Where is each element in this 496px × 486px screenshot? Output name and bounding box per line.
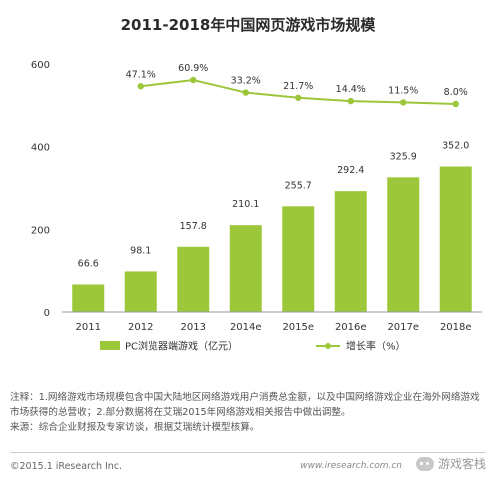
y-tick-label: 600 bbox=[31, 60, 50, 71]
x-tick-label: 2012 bbox=[128, 322, 153, 333]
chart-title: 2011-2018年中国网页游戏市场规模 bbox=[120, 16, 376, 34]
legend: PC浏览器端游戏（亿元） 增长率（%） bbox=[100, 340, 406, 353]
growth-rate-label: 14.4% bbox=[336, 84, 366, 95]
growth-rate-label: 11.5% bbox=[388, 85, 418, 96]
bar bbox=[177, 246, 210, 312]
wechat-icon bbox=[415, 456, 434, 471]
bar-value-label: 157.8 bbox=[180, 221, 207, 232]
bar bbox=[229, 225, 262, 312]
x-tick-label: 2011 bbox=[76, 322, 101, 333]
bar bbox=[439, 166, 472, 312]
watermark-text: 游戏客栈 bbox=[437, 457, 486, 471]
legend-line-label: 增长率（%） bbox=[346, 340, 406, 353]
legend-bar-label: PC浏览器端游戏（亿元） bbox=[125, 340, 238, 353]
y-tick-label: 200 bbox=[31, 225, 50, 236]
watermark: 游戏客栈 bbox=[415, 455, 486, 472]
bar-value-label: 210.1 bbox=[232, 199, 259, 210]
bar bbox=[387, 177, 420, 312]
source-line: 来源：综合企业财报及专家访谈，根据艾瑞统计模型核算。 bbox=[10, 422, 260, 433]
x-tick-label: 2016e bbox=[335, 322, 367, 333]
bar-value-label: 325.9 bbox=[390, 151, 417, 162]
bar bbox=[282, 206, 315, 312]
growth-rate-label: 60.9% bbox=[178, 63, 208, 74]
y-tick-label: 400 bbox=[31, 143, 50, 154]
legend-bar-swatch bbox=[100, 341, 120, 350]
y-tick-label: 0 bbox=[44, 308, 50, 319]
footer-divider bbox=[10, 452, 486, 453]
x-axis: 2011 2012 2013 2014e 2015e 2016e 2017e 2018e bbox=[62, 311, 482, 333]
bar-value-label: 292.4 bbox=[337, 165, 364, 176]
growth-rate-point bbox=[242, 89, 249, 96]
growth-rate-label: 47.1% bbox=[126, 69, 156, 80]
x-tick-label: 2018e bbox=[440, 322, 472, 333]
x-tick-label: 2014e bbox=[230, 322, 262, 333]
growth-rate-label: 33.2% bbox=[231, 76, 261, 87]
bar-line-chart: 0 200 400 600 66.6 98.1 157.8 210.1 255.7 292.4 3… bbox=[31, 60, 482, 353]
y-axis: 0 200 400 600 bbox=[31, 60, 50, 319]
growth-rate-point bbox=[295, 94, 302, 101]
growth-rate-label: 21.7% bbox=[283, 81, 313, 92]
website-url: www.iresearch.com.cn bbox=[300, 461, 402, 471]
growth-rate-point bbox=[137, 83, 144, 90]
bar-series: 66.6 98.1 157.8 210.1 255.7 292.4 325.9 352.0 bbox=[72, 141, 472, 312]
growth-rate-point bbox=[347, 97, 354, 105]
chart-notes: 注释：1.网络游戏市场规模包含中国大陆地区网络游戏用户消费总金额，以及中国网络游… bbox=[10, 390, 486, 435]
bar bbox=[124, 271, 157, 312]
x-tick-label: 2013 bbox=[181, 322, 206, 333]
bar-value-label: 255.7 bbox=[285, 180, 312, 191]
bar bbox=[72, 284, 105, 312]
growth-rate-series: 47.1% 60.9% 33.2% 21.7% 14.4% 11.5% 8.0% bbox=[126, 63, 468, 108]
bar-value-label: 66.6 bbox=[78, 258, 99, 269]
growth-rate-point bbox=[190, 76, 197, 84]
notes-line: 注释：1.网络游戏市场规模包含中国大陆地区网络游戏用户消费总金额，以及中国网络游… bbox=[10, 392, 480, 418]
growth-rate-label: 8.0% bbox=[444, 87, 468, 98]
growth-rate-point bbox=[400, 99, 407, 106]
bar bbox=[334, 191, 367, 312]
bar-value-label: 352.0 bbox=[442, 141, 469, 152]
bar-value-label: 98.1 bbox=[130, 245, 151, 256]
x-tick-label: 2017e bbox=[387, 322, 419, 333]
copyright: ©2015.1 iResearch Inc. bbox=[10, 461, 123, 472]
legend-line-marker bbox=[325, 343, 331, 349]
x-tick-label: 2015e bbox=[282, 322, 314, 333]
growth-rate-point bbox=[452, 100, 459, 108]
